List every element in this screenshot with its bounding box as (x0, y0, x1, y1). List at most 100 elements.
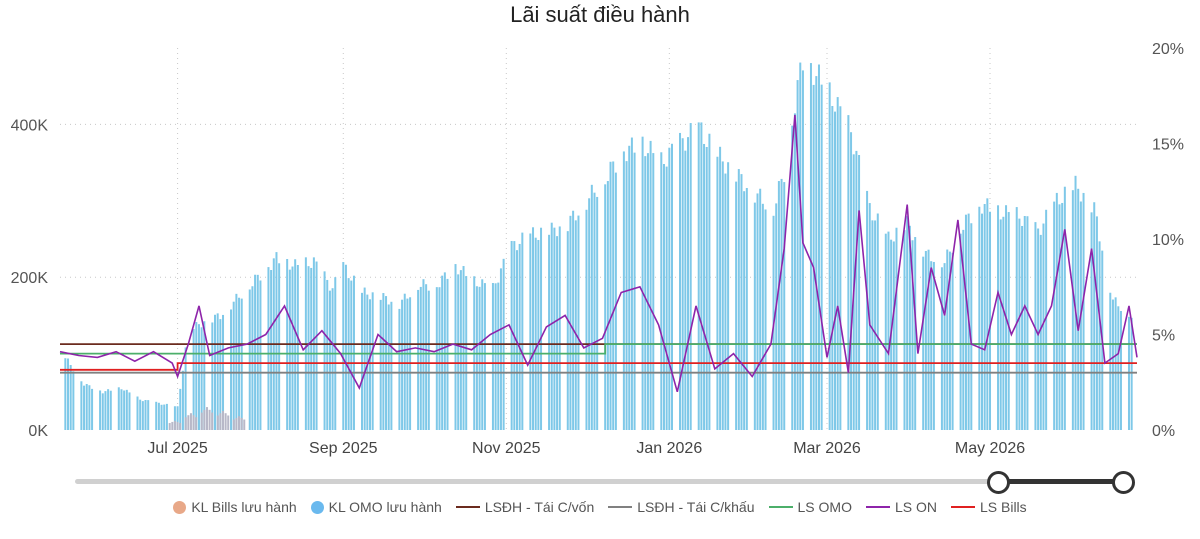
bills-bar (238, 416, 241, 430)
omo-bar (1002, 216, 1005, 430)
omo-bar (625, 161, 628, 430)
y-right-tick-label: 0% (1152, 423, 1175, 440)
omo-bar (609, 161, 612, 430)
legend-swatch (455, 506, 480, 508)
omo-bar (697, 122, 700, 430)
omo-bar (369, 299, 372, 430)
omo-bar (569, 215, 572, 430)
omo-bar (1117, 306, 1120, 430)
omo-bar (1093, 202, 1096, 430)
omo-bar (884, 233, 887, 430)
omo-bar (331, 288, 334, 430)
omo-bar (705, 146, 708, 430)
omo-bar (427, 290, 430, 430)
omo-bar (911, 240, 914, 430)
omo-bar (566, 231, 569, 430)
legend-swatch (310, 500, 324, 514)
legend-item[interactable]: LS Bills (950, 499, 1027, 515)
omo-bar (200, 327, 203, 430)
omo-bar (160, 404, 163, 430)
omo-bar (494, 283, 497, 430)
omo-bar (649, 140, 652, 430)
omo-bar (109, 390, 112, 430)
omo-bar (737, 169, 740, 430)
omo-bar (457, 274, 460, 430)
legend-swatch (768, 506, 793, 508)
omo-bar (641, 136, 644, 430)
legend-item[interactable]: KL OMO lưu hành (310, 499, 442, 515)
omo-bar (652, 153, 655, 430)
omo-bar (791, 125, 794, 430)
omo-bar (1119, 311, 1122, 430)
omo-bar (799, 62, 802, 430)
omo-bar (85, 384, 88, 430)
omo-bar (1061, 202, 1064, 430)
omo-bar (817, 64, 820, 430)
omo-bar (123, 390, 126, 430)
legend-swatch (173, 500, 187, 514)
legend-item[interactable]: LSĐH - Tái C/khấu (608, 499, 755, 515)
bills-bar (224, 413, 227, 430)
omo-bar (195, 322, 198, 430)
legend-item[interactable]: LS OMO (768, 499, 852, 515)
y-left-tick-label: 400K (11, 117, 49, 134)
omo-bar (940, 267, 943, 430)
omo-bar (946, 249, 949, 430)
omo-bar (593, 192, 596, 430)
omo-bar (743, 191, 746, 430)
bills-bar (227, 415, 230, 430)
legend-swatch (608, 506, 633, 508)
omo-bar (529, 233, 532, 430)
omo-bar (483, 283, 486, 430)
omo-bar (278, 263, 281, 430)
omo-bar (665, 166, 668, 430)
bills-bar (195, 417, 198, 430)
bills-bar (189, 413, 192, 430)
omo-bar (646, 153, 649, 430)
range-slider-track[interactable] (75, 479, 1125, 484)
omo-bar (232, 301, 235, 430)
bills-bar (240, 417, 243, 430)
omo-bar (855, 150, 858, 430)
omo-bar (251, 286, 254, 430)
omo-bar (532, 227, 535, 430)
omo-bar (1063, 186, 1066, 430)
y-right-tick-label: 5% (1152, 328, 1175, 345)
omo-bar (959, 233, 962, 430)
range-slider-start-handle[interactable] (987, 471, 1010, 494)
omo-bar (540, 227, 543, 430)
omo-bar (793, 113, 796, 430)
omo-bar (1055, 192, 1058, 430)
omo-bar (670, 143, 673, 430)
legend-item[interactable]: LS ON (865, 499, 937, 515)
omo-bar (633, 152, 636, 430)
omo-bar (780, 178, 783, 430)
omo-bar (1077, 188, 1080, 430)
omo-bar (537, 240, 540, 430)
omo-bar (1023, 216, 1026, 430)
omo-bar (662, 164, 665, 430)
legend-item[interactable]: LSĐH - Tái C/vốn (455, 499, 594, 515)
range-slider-end-handle[interactable] (1112, 471, 1135, 494)
omo-bar (99, 390, 102, 430)
omo-bar (1053, 201, 1056, 430)
legend-item[interactable]: KL Bills lưu hành (173, 499, 297, 515)
omo-bar (724, 173, 727, 431)
bills-bar (173, 420, 176, 430)
bills-bar (168, 423, 171, 430)
omo-bar (708, 133, 711, 431)
omo-bar (181, 370, 184, 430)
omo-bar (125, 389, 128, 430)
omo-bar (572, 210, 575, 430)
omo-bar (371, 292, 374, 430)
omo-bar (764, 209, 767, 430)
omo-bar (363, 287, 366, 430)
legend-label: LS ON (894, 499, 937, 515)
omo-bar (892, 241, 895, 430)
omo-bar (1095, 216, 1098, 430)
omo-bar (176, 406, 179, 430)
omo-bar (67, 358, 70, 430)
omo-bar (173, 406, 176, 430)
y-left-tick-label: 0K (28, 423, 48, 440)
omo-bar (577, 215, 580, 430)
